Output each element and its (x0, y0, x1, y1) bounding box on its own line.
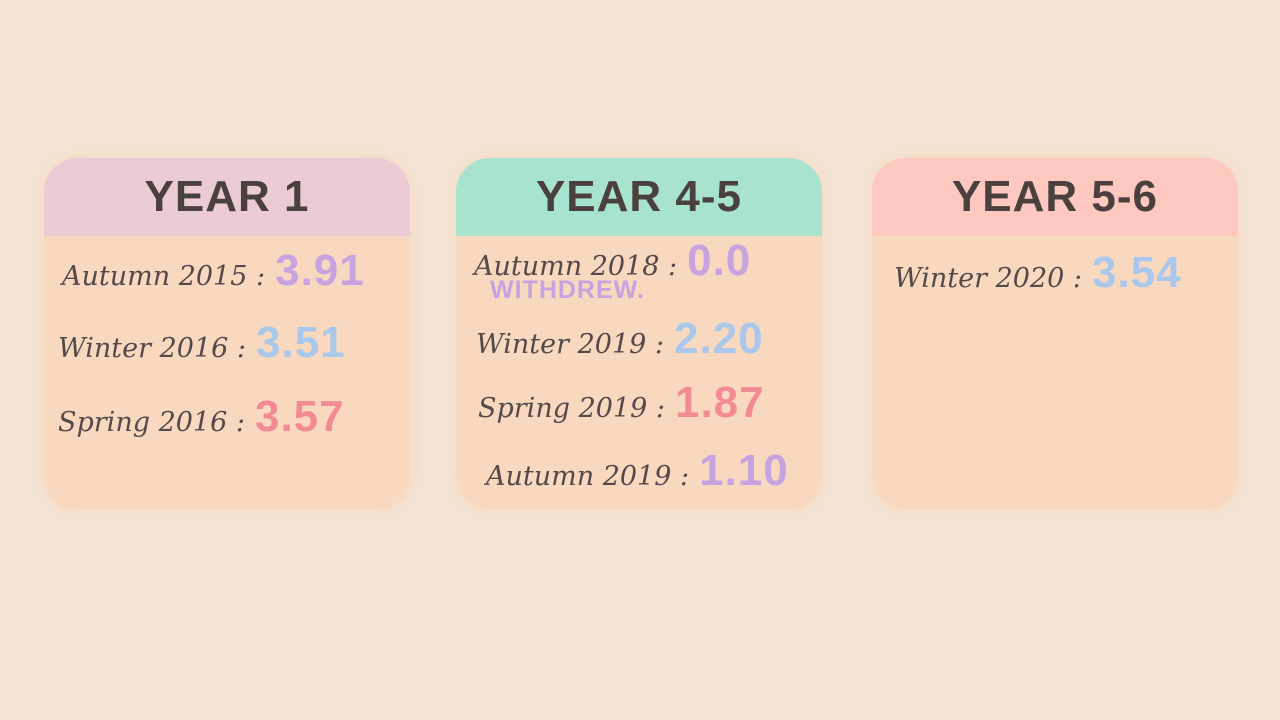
term-entry: Spring 2019 : 1.87 (478, 378, 765, 428)
year-1-title: YEAR 1 (144, 172, 310, 221)
term-entry: Winter 2016 : 3.51 (58, 318, 346, 368)
gpa-value: 3.57 (254, 392, 345, 441)
term-label: Winter 2020 : (894, 263, 1083, 294)
gpa-value: 2.20 (674, 314, 764, 363)
term-label: Winter 2016 : (58, 333, 247, 364)
term-label: Winter 2019 : (476, 329, 665, 360)
year-4-5-title: YEAR 4-5 (535, 172, 743, 221)
term-label: Autumn 2019 : (486, 461, 690, 492)
term-label: Autumn 2015 : (62, 261, 266, 292)
term-label: Spring 2016 : (58, 407, 245, 438)
term-entry: Winter 2020 : 3.54 (894, 248, 1182, 298)
term-entry: Autumn 2019 : 1.10 (486, 446, 789, 496)
term-label: Spring 2019 : (478, 393, 665, 424)
year-4-5-card: YEAR 4-5 Autumn 2018 : 0.0 WITHDREW. Win… (456, 158, 822, 510)
gpa-value: 3.54 (1092, 248, 1182, 297)
year-5-6-card: YEAR 5-6 Winter 2020 : 3.54 (872, 158, 1238, 510)
term-entry: Autumn 2018 : 0.0 (474, 236, 751, 286)
term-label: Autumn 2018 : (474, 251, 678, 282)
gpa-value: 3.51 (256, 318, 346, 367)
term-entry: Winter 2019 : 2.20 (476, 314, 764, 364)
gpa-value: 3.91 (275, 246, 365, 295)
year-4-5-header: YEAR 4-5 (456, 158, 822, 236)
year-1-header: YEAR 1 (44, 158, 410, 236)
term-entry: Spring 2016 : 3.57 (58, 392, 345, 442)
year-5-6-title: YEAR 5-6 (951, 172, 1159, 221)
term-entry: Autumn 2015 : 3.91 (62, 246, 365, 296)
gpa-value: 1.10 (699, 446, 789, 495)
gpa-value: 0.0 (687, 236, 752, 285)
gpa-value: 1.87 (674, 378, 765, 427)
withdrew-note: WITHDREW. (490, 276, 645, 304)
year-1-card: YEAR 1 Autumn 2015 : 3.91 Winter 2016 : … (44, 158, 410, 510)
year-5-6-header: YEAR 5-6 (872, 158, 1238, 236)
